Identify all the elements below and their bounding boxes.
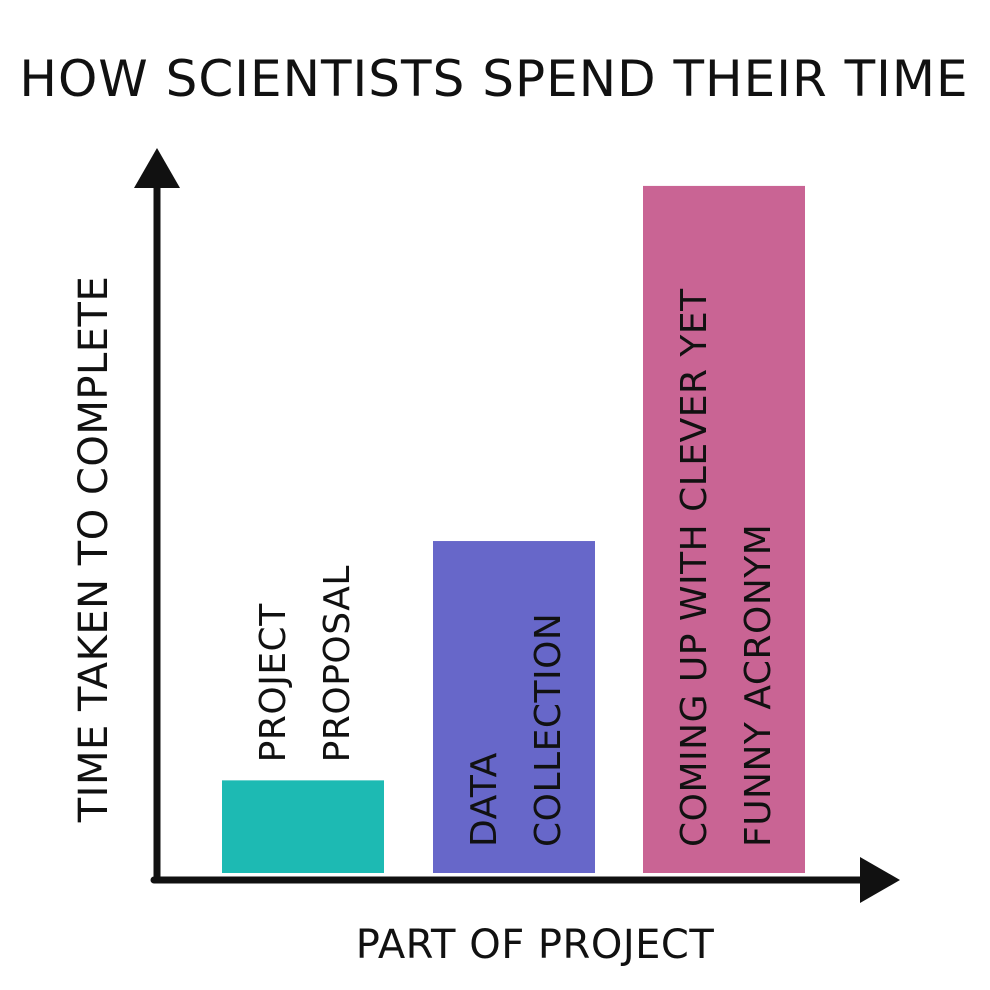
- bar-3-label-line-1: COMING UP WITH CLEVER YET: [674, 288, 715, 847]
- x-axis-label: PART OF PROJECT: [356, 922, 715, 968]
- y-axis-arrow-icon: [134, 148, 180, 188]
- y-axis-label: TIME TAKEN TO COMPLETE: [71, 276, 117, 824]
- bar-2-label-line-1: DATA: [464, 752, 505, 847]
- bars-group: [222, 185, 805, 874]
- bar-2-label-line-2: COLLECTION: [528, 613, 569, 847]
- bar-3: [643, 185, 805, 874]
- bar-2: [433, 541, 595, 873]
- bar-1-label-line-2: PROPOSAL: [317, 565, 358, 762]
- bar-1-label-line-1: PROJECT: [253, 603, 294, 763]
- bar-3-label-line-2: FUNNY ACRONYM: [738, 524, 779, 847]
- x-axis-arrow-icon: [860, 857, 900, 903]
- bar-labels-group: PROJECT PROPOSAL DATA COLLECTION COMING UP W…: [253, 288, 779, 847]
- bar-1: [222, 780, 384, 873]
- chart-title: HOW SCIENTISTS SPEND THEIR TIME: [19, 50, 968, 108]
